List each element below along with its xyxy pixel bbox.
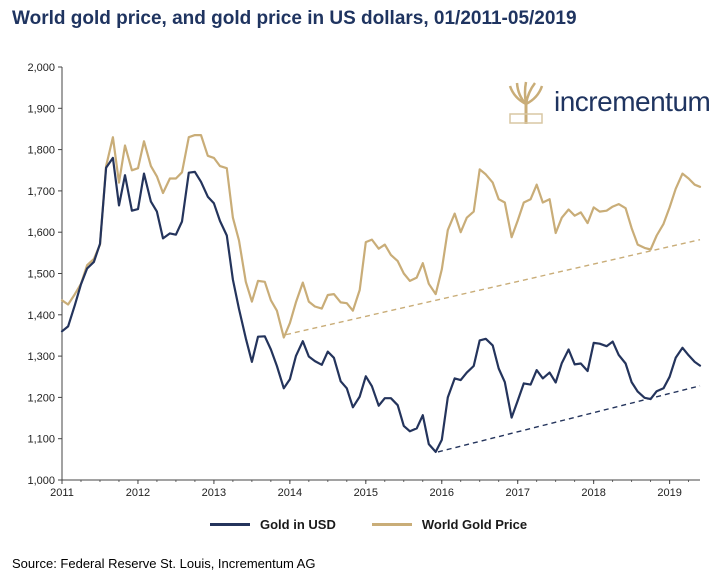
x-tick-label: 2012 <box>126 487 150 499</box>
legend-swatch-world <box>371 522 412 526</box>
y-tick-label: 1,100 <box>27 434 55 446</box>
tree-logo-icon <box>504 80 548 126</box>
source-note: Source: Federal Reserve St. Louis, Incre… <box>12 556 316 571</box>
trendline-usd <box>437 385 701 453</box>
chart-title: World gold price, and gold price in US d… <box>12 8 577 29</box>
y-tick-label: 1,500 <box>27 269 55 281</box>
gold-price-chart: 1,000 1,100 1,200 1,300 1,400 1,500 1,600 1,700… <box>27 62 702 499</box>
x-tick-label: 2017 <box>505 487 529 499</box>
legend-item-world: World Gold Price <box>371 516 528 532</box>
y-tick-label: 1,800 <box>27 145 55 157</box>
x-tick-label: 2019 <box>657 487 681 499</box>
y-tick-label: 1,600 <box>27 227 55 239</box>
x-tick-label: 2016 <box>430 487 454 499</box>
y-tick-label: 1,700 <box>27 186 55 198</box>
incrementum-logo: incrementum <box>504 80 714 126</box>
y-tick-label: 1,000 <box>27 475 55 487</box>
logo-text: incrementum <box>554 86 711 117</box>
x-tick-label: 2015 <box>354 487 378 499</box>
y-tick-label: 2,000 <box>27 62 55 74</box>
chart-legend: Gold in USD World Gold Price <box>210 514 563 534</box>
series-line-world-gold-price <box>60 134 702 339</box>
series-line-gold-in-usd <box>60 156 702 453</box>
y-tick-label: 1,400 <box>27 310 55 322</box>
x-tick-label: 2011 <box>50 487 74 499</box>
legend-item-usd: Gold in USD <box>210 517 336 532</box>
y-tick-label: 1,900 <box>27 103 55 115</box>
x-tick-label: 2014 <box>278 487 302 499</box>
x-tick-label: 2013 <box>202 487 226 499</box>
legend-swatch-usd <box>210 522 250 526</box>
legend-label-usd: Gold in USD <box>260 516 336 532</box>
y-tick-label: 1,200 <box>27 392 55 404</box>
legend-label-world: World Gold Price <box>421 516 528 532</box>
x-tick-label: 2018 <box>581 487 605 499</box>
trendline-world <box>285 238 701 336</box>
y-tick-label: 1,300 <box>27 351 55 363</box>
